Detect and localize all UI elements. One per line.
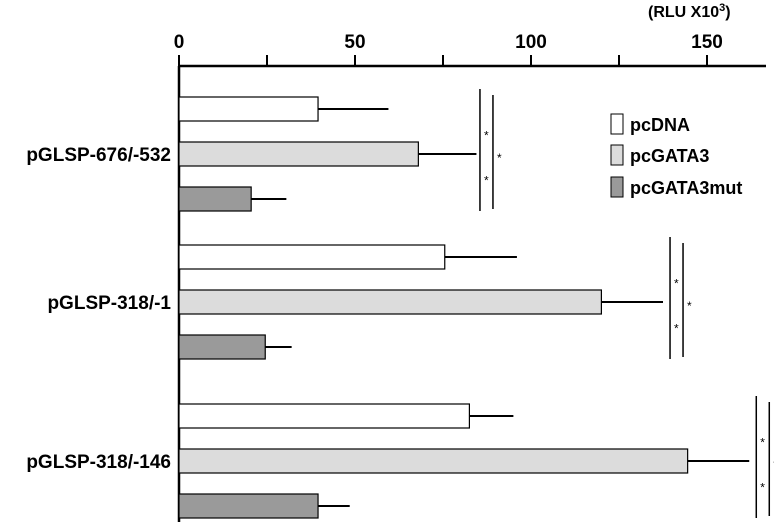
bar-pcDNA (178, 244, 446, 270)
significance-star: * (674, 322, 679, 336)
unit-label: (RLU X103) (648, 2, 731, 21)
bar-pcGATA3 (178, 448, 689, 474)
significance-star: * (497, 151, 502, 165)
legend-swatch-pcGATA3mut (610, 176, 624, 198)
bar-pcDNA (178, 96, 319, 122)
significance-star: * (687, 299, 692, 313)
bar-pcGATA3 (178, 289, 602, 315)
category-label: pGLSP-318/-146 (26, 452, 171, 473)
bar-pcDNA (178, 403, 470, 429)
bar-pcGATA3mut (178, 493, 319, 519)
legend-swatch-pcGATA3 (610, 144, 624, 166)
legend-label: pcGATA3 (630, 146, 709, 166)
legend-label: pcGATA3mut (630, 178, 742, 198)
significance-markers: ********* (479, 89, 774, 518)
significance-star: * (674, 277, 679, 291)
significance-star: * (484, 129, 489, 143)
bars (178, 96, 750, 519)
category-label: pGLSP-676/-532 (26, 145, 171, 166)
legend-label: pcDNA (630, 115, 690, 135)
bar-pcGATA3mut (178, 186, 252, 212)
x-tick-label: 0 (174, 32, 185, 53)
bar-pcGATA3mut (178, 334, 266, 360)
significance-star: * (760, 436, 765, 450)
legend-swatch-pcDNA (610, 113, 624, 135)
category-label: pGLSP-318/-1 (47, 293, 171, 314)
x-tick-label: 50 (344, 32, 365, 53)
significance-star: * (484, 174, 489, 188)
significance-star: * (760, 481, 765, 495)
bar-pcGATA3 (178, 141, 419, 167)
x-tick-label: 100 (515, 32, 547, 53)
legend: pcDNA pcGATA3 pcGATA3mut (610, 113, 742, 198)
category-labels: pGLSP-676/-532 pGLSP-318/-1 pGLSP-318/-146 (26, 145, 171, 473)
x-tick-label: 150 (691, 32, 723, 53)
